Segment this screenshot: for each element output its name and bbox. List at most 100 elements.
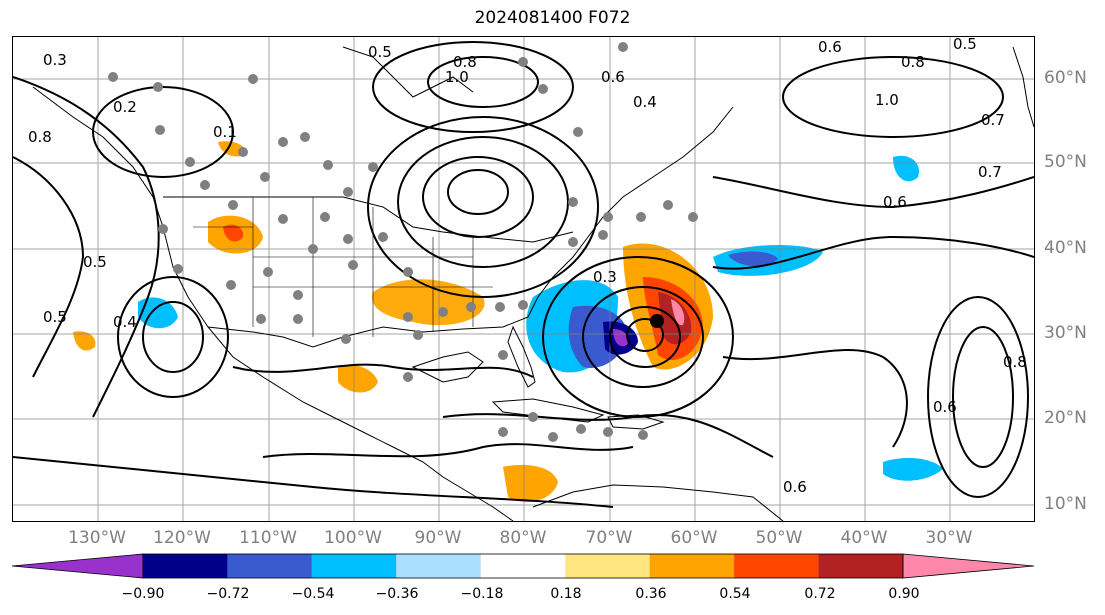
colorbar-tick-label: 0.18 (550, 586, 582, 602)
contour-label: 0.4 (113, 313, 137, 331)
contour-label: 0.7 (978, 163, 1002, 181)
station-dots (108, 42, 698, 442)
contour-labels: 0.3 0.5 0.8 1.0 0.6 0.4 0.7 0.2 0.1 0.5 … (28, 37, 1027, 496)
contour-label: 0.6 (933, 398, 957, 416)
contour-label: 0.7 (981, 111, 1005, 129)
contour-label: 0.8 (453, 53, 477, 71)
lat-label: 60°N (1044, 68, 1087, 88)
weather-map: 0.3 0.5 0.8 1.0 0.6 0.4 0.7 0.2 0.1 0.5 … (12, 36, 1035, 522)
colorbar-cell (734, 554, 819, 578)
lon-label: 90°W (414, 528, 462, 548)
colorbar-cell (311, 554, 397, 578)
shade-orange-caribbean (503, 464, 558, 502)
contour-low-great-lakes-1 (447, 169, 509, 215)
shade-navy-atlantic (728, 251, 778, 267)
lat-label: 10°N (1044, 494, 1087, 514)
contour-label: 0.8 (28, 128, 52, 146)
colorbar-tick-label: −0.54 (291, 586, 335, 602)
border-us-canada (163, 196, 574, 243)
contour-label: 0.6 (601, 68, 625, 86)
contour-south (13, 456, 614, 508)
contour-storm-2 (609, 306, 681, 368)
contour-label: 0.1 (213, 123, 237, 141)
contour-hudson-high-2 (372, 41, 574, 133)
contour-low-great-lakes-4 (367, 116, 599, 298)
shade-orange-mexico (338, 365, 378, 393)
lon-label: 70°W (585, 528, 633, 548)
contour-label: 0.5 (43, 308, 67, 326)
lon-label: 80°W (499, 528, 547, 548)
contour-atl-2 (712, 235, 1034, 270)
colorbar-tick-label: 0.36 (635, 586, 667, 602)
contour-pacific-low-2 (117, 276, 229, 398)
contour-carib (442, 413, 774, 458)
border-us-mexico (207, 326, 344, 348)
contour-label: 0.8 (901, 53, 925, 71)
contour-storm-3 (582, 286, 704, 388)
coastline-hispaniola (607, 414, 665, 430)
contour-label: 0.5 (953, 37, 977, 53)
colorbar-cell (480, 554, 566, 578)
lat-label: 30°N (1044, 323, 1087, 343)
contour-storm-1 (626, 318, 664, 352)
coastline-south-america (532, 484, 784, 521)
contour-low-great-lakes-2 (422, 156, 534, 238)
map-title: 2024081400 F072 (474, 8, 631, 28)
coastlines (32, 46, 1034, 521)
storm-center-marker (650, 314, 664, 328)
colorbar-cell (565, 554, 650, 578)
colorbar-tick-label: 0.72 (804, 586, 836, 602)
coastline-yucatan (411, 351, 484, 383)
contour-label: 1.0 (875, 91, 899, 109)
lat-label: 40°N (1044, 238, 1087, 258)
colorbar-tick-label: −0.90 (121, 586, 165, 602)
graticule (13, 37, 1034, 521)
contour-label: 1.0 (445, 68, 469, 86)
lat-label: 50°N (1044, 152, 1087, 172)
coastline-west-na (32, 86, 514, 521)
shade-red-southwest (223, 224, 244, 242)
contour-label: 0.3 (593, 268, 617, 286)
contour-atl-3 (722, 349, 908, 448)
map-canvas: 0.3 0.5 0.8 1.0 0.6 0.4 0.7 0.2 0.1 0.5 … (13, 37, 1034, 521)
contour-label: 0.6 (783, 478, 807, 496)
colorbar-cell (227, 554, 312, 578)
coastline-cuba (491, 398, 605, 423)
contour-hudson-high (427, 56, 539, 108)
colorbar-tick-label: −0.72 (206, 586, 250, 602)
shade-cyan-eastatl (883, 457, 943, 481)
colorbar-cell (396, 554, 481, 578)
shade-purple-storm (613, 329, 629, 347)
colorbar-cell (818, 554, 903, 578)
contour-atl-east-2 (927, 296, 1029, 498)
contour-label: 0.2 (113, 98, 137, 116)
contour-atl-1 (712, 176, 1034, 209)
lon-label: 120°W (153, 528, 211, 548)
contour-mid-2 (262, 443, 634, 458)
contour-label: 0.6 (883, 193, 907, 211)
lon-label: 40°W (840, 528, 888, 548)
shaded-fields (73, 141, 943, 502)
colorbar (12, 553, 1035, 579)
contour-west-1 (13, 76, 160, 418)
contour-label: 0.6 (818, 38, 842, 56)
lon-label: 130°W (68, 528, 126, 548)
shade-darkred-storm (658, 292, 692, 345)
colorbar-cell (649, 554, 735, 578)
colorbar-tick-label: −0.36 (375, 586, 419, 602)
colorbar-extend-high (902, 553, 1035, 579)
contour-label: 0.5 (83, 253, 107, 271)
colorbar-extend-low (12, 553, 144, 579)
contours (13, 41, 1034, 508)
lon-label: 60°W (670, 528, 718, 548)
colorbar-cell (143, 554, 228, 578)
shade-orange-pac-w (73, 331, 96, 351)
lon-label: 110°W (239, 528, 297, 548)
contour-label: 0.4 (633, 93, 657, 111)
coastline-hudson (342, 46, 474, 98)
contour-pacific-low-1 (142, 301, 204, 373)
lon-label: 30°W (925, 528, 973, 548)
coastline-florida (507, 325, 536, 388)
coastline-gulf (342, 106, 734, 338)
colorbar-tick-label: 0.54 (719, 586, 751, 602)
